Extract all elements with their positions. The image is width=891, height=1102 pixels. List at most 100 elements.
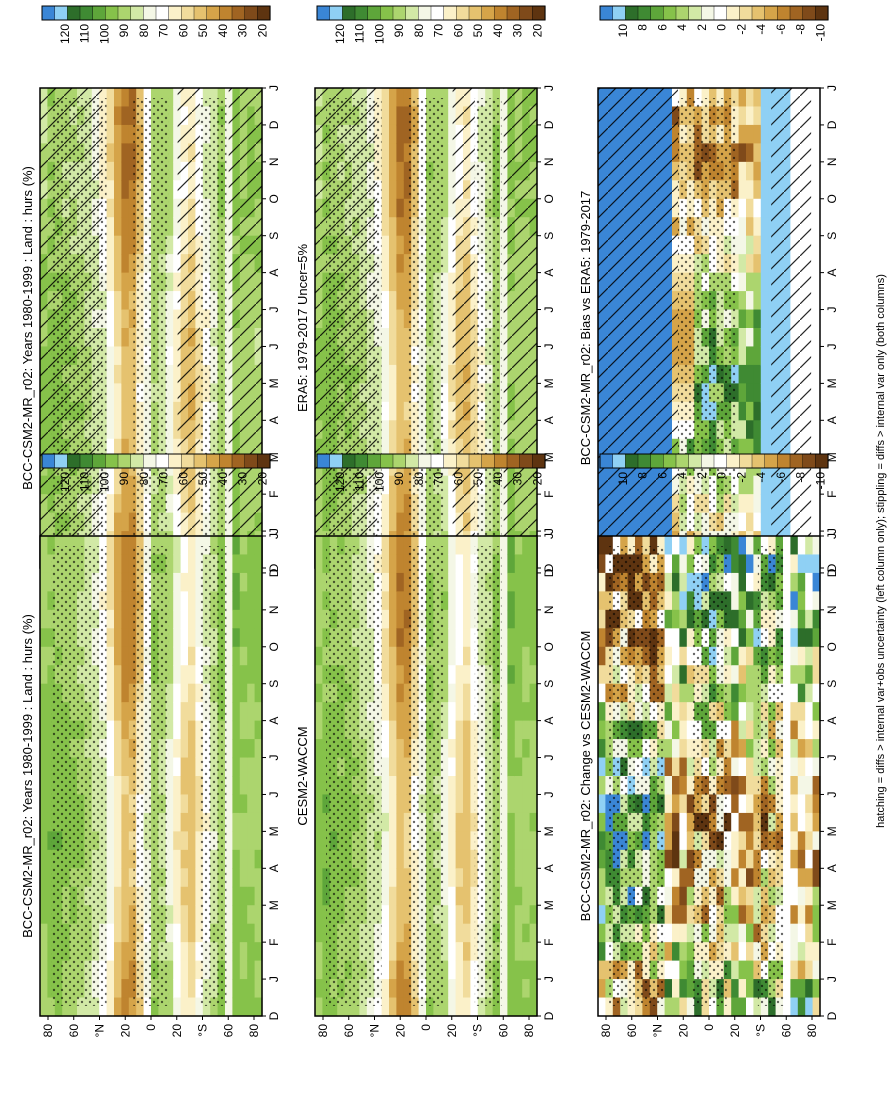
heat-cell	[40, 831, 48, 851]
colorbar-label: 4	[675, 24, 689, 31]
heat-cell	[760, 291, 769, 311]
heat-cell	[514, 536, 523, 556]
heat-cell	[143, 536, 152, 556]
heat-cell	[128, 646, 137, 666]
heat-cell	[470, 997, 479, 1017]
heat-cell	[165, 420, 174, 440]
heat-cell	[477, 536, 486, 556]
heat-cell	[173, 923, 182, 943]
heat-cell	[254, 646, 263, 666]
heat-cell	[783, 776, 791, 796]
heat-cell	[173, 438, 182, 458]
heat-cell	[485, 997, 494, 1017]
heat-cell	[158, 536, 167, 556]
heat-cell	[121, 997, 130, 1017]
heat-cell	[403, 124, 412, 144]
heat-cell	[672, 683, 680, 703]
heat-cell	[165, 776, 174, 796]
heat-cell	[812, 124, 821, 144]
heat-cell	[381, 868, 390, 888]
heat-cell	[315, 536, 323, 556]
month-tick-label: S	[267, 680, 281, 688]
heat-cell	[180, 665, 189, 685]
colorbar-swatch	[405, 5, 419, 21]
heat-cell	[731, 572, 740, 592]
heat-cell	[746, 124, 754, 144]
heat-cell	[753, 143, 762, 163]
heat-cell	[448, 831, 457, 851]
heat-cell	[106, 591, 115, 611]
heat-cell	[731, 979, 740, 999]
heat-cell	[173, 383, 182, 403]
heat-cell	[723, 665, 732, 685]
colorbar-swatch	[380, 453, 394, 469]
heat-cell	[500, 609, 508, 629]
heat-cell	[522, 757, 531, 777]
colorbar-swatch	[54, 453, 68, 469]
heat-cell	[440, 757, 449, 777]
heat-cell	[746, 831, 754, 851]
heat-cell	[760, 180, 769, 200]
colorbar-swatch	[430, 5, 445, 21]
colorbar-label: 50	[471, 24, 485, 38]
month-tick-label: F	[267, 938, 281, 945]
month-tick-label: J	[542, 791, 556, 797]
heat-cell	[753, 628, 762, 648]
heat-cell	[679, 886, 688, 906]
heat-cell	[403, 905, 412, 925]
heat-cell	[188, 979, 196, 999]
heat-cell	[448, 923, 457, 943]
colorbar-swatch	[130, 453, 144, 469]
heat-cell	[195, 739, 204, 759]
heat-cell	[507, 979, 516, 999]
stipple-region	[199, 546, 227, 1006]
heat-cell	[239, 702, 248, 722]
heat-cell	[812, 512, 821, 532]
month-tick-label: M	[267, 378, 281, 388]
heat-cell	[723, 979, 732, 999]
heat-cell	[315, 720, 323, 740]
heat-cell	[716, 536, 725, 556]
heat-cell	[114, 665, 122, 685]
heat-cell	[598, 683, 606, 703]
heat-cell	[411, 88, 420, 108]
heat-cell	[173, 536, 182, 556]
colorbar-label: 80	[137, 472, 151, 486]
heat-cell	[598, 628, 606, 648]
heat-cell	[225, 683, 233, 703]
heat-cell	[165, 572, 174, 592]
heat-cell	[522, 591, 531, 611]
heat-cell	[514, 646, 523, 666]
heat-cell	[448, 572, 457, 592]
colorbar-swatch	[329, 5, 343, 21]
heat-cell	[440, 572, 449, 592]
heat-cell	[329, 536, 338, 556]
heat-cell	[396, 942, 405, 962]
month-tick-label: M	[542, 900, 556, 910]
heat-cell	[686, 554, 695, 574]
colorbar-label: 30	[236, 24, 250, 38]
heat-cell	[686, 628, 695, 648]
colorbar-label: 80	[137, 24, 151, 38]
month-tick-label: J	[267, 528, 281, 534]
heat-cell	[239, 572, 248, 592]
heat-cell	[225, 757, 233, 777]
heat-cell	[389, 942, 397, 962]
heat-cell	[753, 346, 762, 366]
heat-cell	[84, 997, 93, 1017]
heat-cell	[254, 757, 263, 777]
heat-cell	[783, 794, 791, 814]
heat-cell	[188, 702, 196, 722]
heat-cell	[746, 905, 754, 925]
heat-cell	[128, 161, 137, 181]
heat-cell	[411, 536, 420, 556]
heat-cell	[686, 609, 695, 629]
heat-cell	[202, 88, 211, 108]
heat-cell	[783, 849, 791, 869]
colorbar-label: 30	[511, 24, 525, 38]
colorbar-swatch	[143, 453, 157, 469]
heat-cell	[529, 720, 538, 740]
month-tick-label: J	[542, 533, 556, 539]
heat-cell	[239, 646, 248, 666]
heat-cell	[507, 942, 516, 962]
